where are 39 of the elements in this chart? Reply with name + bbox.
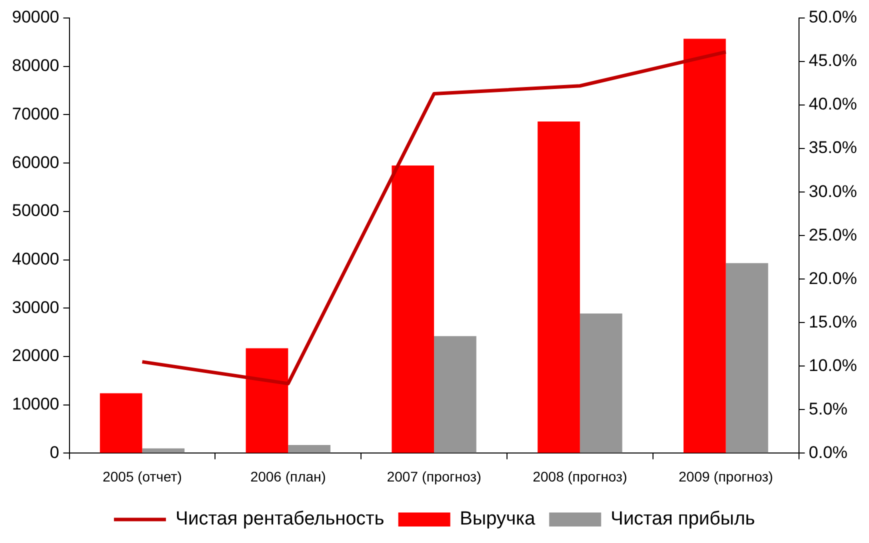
x-tick-label: 2006 (план) xyxy=(250,468,326,484)
y-tick-label: 50000 xyxy=(12,201,60,220)
x-tick-label: 2009 (прогноз) xyxy=(678,468,774,484)
y2-tick-label: 10.0% xyxy=(808,356,857,375)
x-tick-label: 2008 (прогноз) xyxy=(532,468,628,484)
y-tick-label: 90000 xyxy=(12,8,60,27)
y2-tick-label: 45.0% xyxy=(808,51,857,70)
y2-tick-label: 50.0% xyxy=(808,8,857,27)
y-tick-label: 70000 xyxy=(12,104,60,124)
y-tick-label: 30000 xyxy=(12,298,60,317)
bar xyxy=(580,313,622,453)
y-tick-label: 80000 xyxy=(12,56,60,76)
bar xyxy=(726,263,768,453)
bar xyxy=(246,348,288,453)
y-tick-label: 60000 xyxy=(12,152,60,172)
x-tick-label: 2007 (прогноз) xyxy=(386,468,482,484)
legend-label: Чистая рентабельность xyxy=(175,508,384,530)
y-tick-label: 10000 xyxy=(12,394,60,414)
x-tick-label: 2005 (отчет) xyxy=(102,468,182,484)
bar xyxy=(434,336,476,453)
bar xyxy=(100,393,142,453)
legend-label: Чистая прибыль xyxy=(610,508,756,530)
y-tick-label: 20000 xyxy=(12,346,60,366)
bar xyxy=(142,448,185,453)
y2-tick-label: 20.0% xyxy=(808,268,857,288)
y2-tick-label: 15.0% xyxy=(808,312,857,332)
legend-label: Выручка xyxy=(460,508,536,530)
y-tick-label: 0 xyxy=(50,442,60,462)
y-tick-label: 40000 xyxy=(12,249,60,268)
y2-tick-label: 0.0% xyxy=(808,442,848,462)
bar xyxy=(288,444,330,453)
y2-tick-label: 35.0% xyxy=(808,138,857,158)
y2-tick-label: 30.0% xyxy=(808,182,857,201)
bar xyxy=(684,38,726,453)
y2-tick-label: 5.0% xyxy=(808,399,848,418)
bar xyxy=(392,165,434,453)
bar xyxy=(538,121,580,453)
y2-tick-label: 40.0% xyxy=(808,94,857,114)
y2-tick-label: 25.0% xyxy=(808,225,857,244)
